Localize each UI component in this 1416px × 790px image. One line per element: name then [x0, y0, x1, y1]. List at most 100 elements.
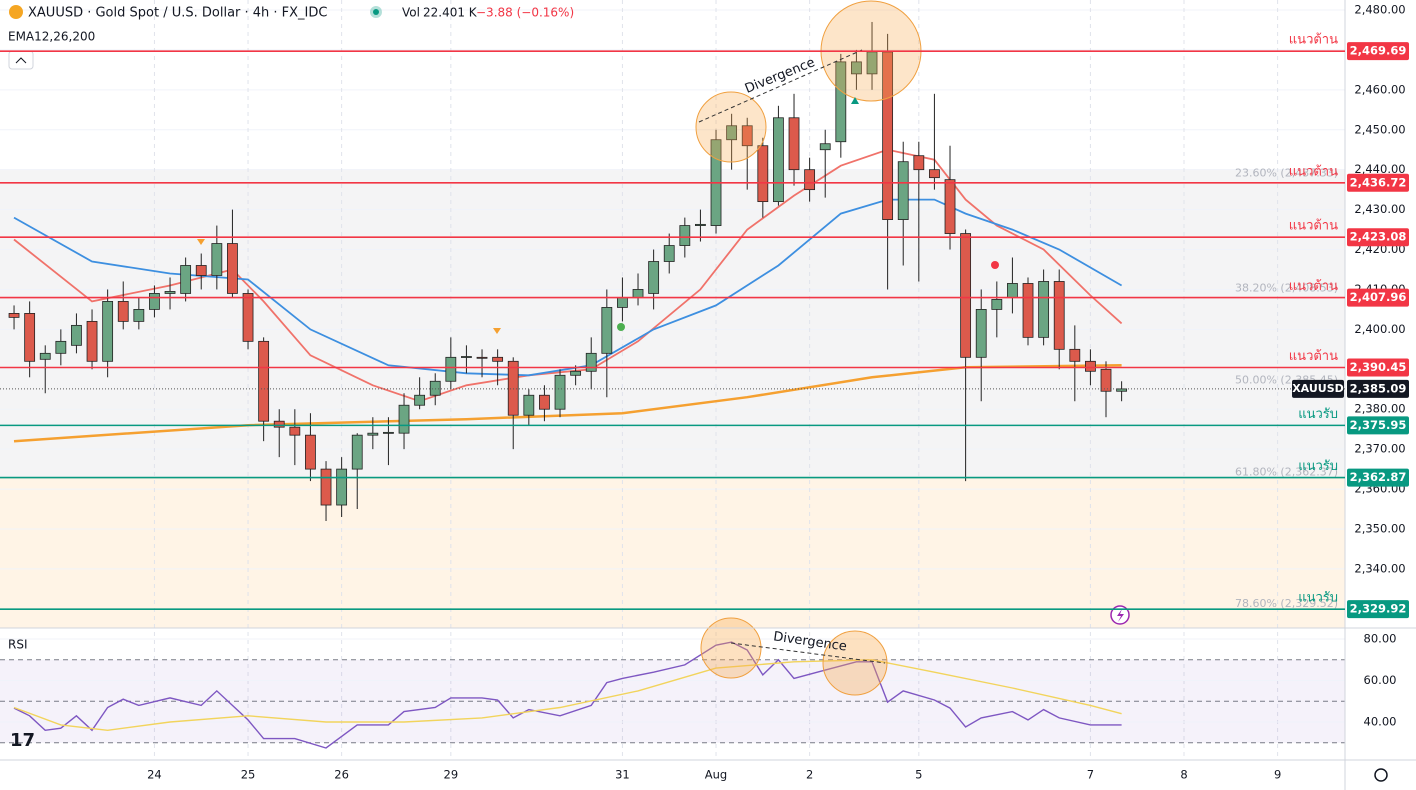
highlight-circle	[700, 617, 762, 679]
collapse-button[interactable]	[8, 50, 34, 70]
candle-body	[492, 356, 504, 362]
x-tick-label: 5	[915, 768, 922, 782]
settings-button[interactable]	[1374, 768, 1388, 782]
level-note: แนวต้าน	[1289, 279, 1338, 294]
price-tag	[1347, 379, 1409, 398]
symbol-tag-label: XAUUSD	[1292, 382, 1344, 395]
y-tick-label: 2,450.00	[1354, 122, 1405, 136]
symbol-tag	[1292, 379, 1344, 398]
candle-body	[227, 243, 238, 294]
candle-body	[601, 307, 613, 354]
price-tag-label: 2,436.72	[1350, 175, 1407, 189]
signal-marker	[991, 261, 999, 269]
candle-body	[757, 145, 769, 203]
volume-label: Vol	[402, 6, 420, 20]
candle-body	[663, 245, 675, 262]
candle-body	[1022, 283, 1034, 338]
candle-body	[679, 225, 691, 246]
volume-value: 22.401 K	[423, 6, 478, 20]
candle-body	[351, 434, 363, 470]
y-tick-label: 2,340.00	[1354, 561, 1405, 575]
x-tick-label: 8	[1180, 768, 1187, 782]
x-tick-label: 31	[615, 768, 630, 782]
rsi-label[interactable]: RSI	[8, 638, 28, 652]
candle-body	[367, 432, 379, 436]
candle-body	[383, 431, 394, 434]
candle-body	[1038, 281, 1050, 338]
candle-body	[414, 394, 426, 406]
candle-body	[476, 356, 488, 359]
level-note: แนวรับ	[1298, 407, 1338, 422]
candle-body	[1116, 388, 1128, 392]
candle-body	[929, 169, 940, 179]
candle-body	[975, 309, 987, 358]
y-tick-label: 2,350.00	[1354, 521, 1405, 535]
price-tag-label: 2,390.45	[1350, 360, 1407, 374]
fib-label: 78.60% (2,329.52)	[1235, 597, 1338, 610]
divergence-line	[698, 49, 863, 123]
zone-orange	[0, 477, 1345, 628]
candle-body	[242, 293, 254, 342]
highlight-circle	[695, 91, 767, 163]
x-tick-label: 25	[241, 768, 256, 782]
price-tag-label: 2,407.96	[1350, 290, 1407, 304]
candle-body	[8, 313, 20, 318]
candle-body	[913, 155, 925, 171]
fib-label: 61.80% (2,362.37)	[1235, 466, 1338, 479]
candle-body	[897, 161, 909, 220]
divergence-line	[730, 642, 886, 664]
price-tag	[1347, 600, 1409, 619]
rsi-background	[0, 628, 1345, 760]
y-tick-label: 2,460.00	[1354, 82, 1405, 96]
y-tick-label: 2,480.00	[1354, 2, 1405, 16]
candle-body	[695, 223, 706, 226]
y-tick-label: 2,430.00	[1354, 202, 1405, 216]
x-tick-label: 29	[444, 768, 459, 782]
signal-marker	[197, 239, 205, 245]
candle-body	[1053, 281, 1065, 350]
market-status	[373, 9, 379, 15]
symbol-title[interactable]: XAUUSD · Gold Spot / U.S. Dollar · 4h · …	[28, 6, 327, 21]
candle-body	[851, 61, 862, 75]
candle-body	[554, 374, 566, 410]
candle-body	[445, 356, 457, 382]
signal-marker	[851, 97, 859, 104]
candle-body	[180, 265, 192, 294]
candle-body	[632, 289, 644, 298]
candle-body	[1069, 348, 1081, 362]
candle-body	[648, 261, 660, 294]
y-tick-label: 2,380.00	[1354, 402, 1405, 416]
price-tag	[1347, 173, 1409, 192]
highlight-circle	[822, 630, 888, 696]
candle-body	[539, 394, 550, 410]
candle-body	[461, 356, 472, 358]
x-tick-label: 7	[1087, 768, 1094, 782]
candle-body	[39, 352, 51, 360]
candle-body	[944, 179, 956, 234]
y-tick-label: 2,440.00	[1354, 162, 1405, 176]
y-tick-label: 2,370.00	[1354, 442, 1405, 456]
price-tag	[1347, 42, 1409, 61]
y-tick-label: 40.00	[1364, 715, 1397, 729]
x-tick-label: Aug	[705, 768, 727, 782]
level-note: แนวต้าน	[1289, 219, 1338, 234]
candle-body	[320, 468, 332, 506]
price-tag-label: 2,329.92	[1350, 602, 1407, 616]
y-tick-label: 80.00	[1364, 632, 1397, 646]
candle-body	[788, 117, 800, 171]
price-tag	[1347, 358, 1409, 377]
candle-body	[523, 394, 535, 416]
price-tag-label: 2,362.87	[1350, 470, 1407, 484]
candle-body	[117, 301, 129, 322]
candle-body	[585, 352, 597, 372]
indicator-label[interactable]: EMA12,26,200	[8, 30, 95, 44]
candle-body	[835, 61, 847, 143]
candle-body	[305, 434, 316, 470]
price-change: −3.88 (−0.16%)	[476, 6, 574, 20]
candle-body	[398, 404, 410, 434]
x-tick-label: 9	[1274, 768, 1281, 782]
candle-body	[336, 468, 348, 506]
candle-body	[86, 320, 98, 362]
candle-body	[133, 309, 145, 322]
